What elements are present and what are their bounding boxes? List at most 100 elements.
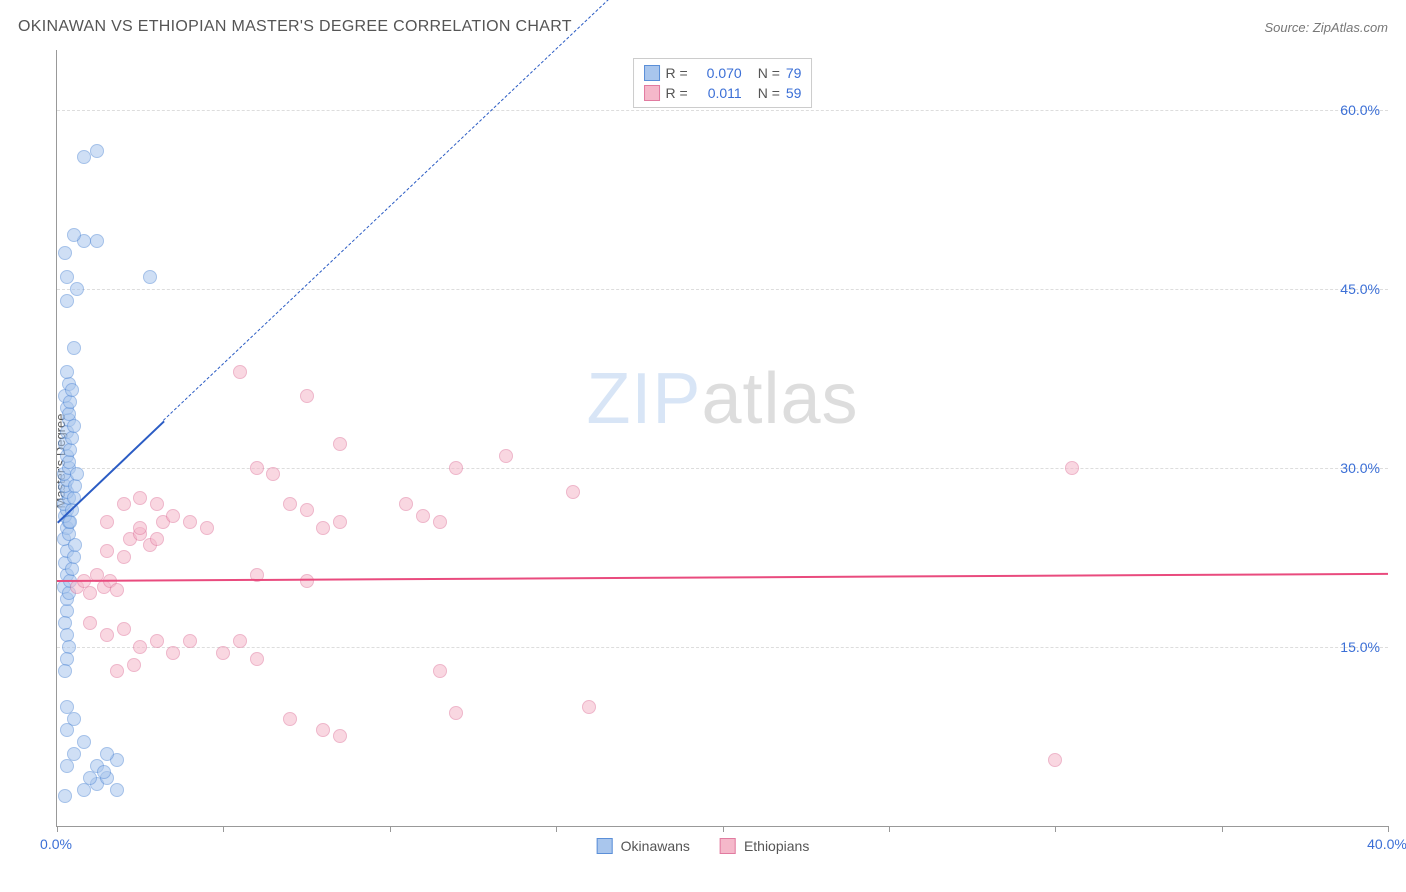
scatter-point — [117, 622, 131, 636]
scatter-point — [117, 550, 131, 564]
x-tick-label: 40.0% — [1367, 836, 1406, 852]
legend-series-name: Ethiopians — [744, 838, 809, 854]
scatter-point — [133, 491, 147, 505]
watermark: ZIPatlas — [586, 358, 858, 440]
scatter-point — [433, 664, 447, 678]
gridline-h — [57, 289, 1388, 290]
x-tick — [390, 826, 391, 832]
x-tick — [1055, 826, 1056, 832]
legend-series-name: Okinawans — [621, 838, 690, 854]
scatter-point — [250, 461, 264, 475]
y-tick-label: 30.0% — [1340, 460, 1380, 476]
scatter-point — [110, 664, 124, 678]
scatter-point — [67, 550, 81, 564]
y-tick-label: 45.0% — [1340, 281, 1380, 297]
scatter-point — [150, 634, 164, 648]
scatter-point — [65, 431, 79, 445]
trend-line — [163, 0, 656, 421]
scatter-point — [83, 616, 97, 630]
scatter-point — [77, 735, 91, 749]
scatter-point — [83, 586, 97, 600]
scatter-point — [68, 479, 82, 493]
scatter-point — [300, 574, 314, 588]
legend-n-label: N = — [758, 85, 780, 101]
legend-item: Okinawans — [597, 838, 690, 854]
scatter-point — [216, 646, 230, 660]
scatter-point — [77, 783, 91, 797]
scatter-point — [77, 150, 91, 164]
scatter-point — [68, 538, 82, 552]
legend-r-value: 0.011 — [694, 85, 742, 101]
scatter-point — [200, 521, 214, 535]
x-tick — [1388, 826, 1389, 832]
scatter-point — [60, 294, 74, 308]
scatter-point — [67, 341, 81, 355]
legend-n-label: N = — [758, 65, 780, 81]
plot-outer: Master's Degree ZIPatlas R =0.070N =79R … — [18, 50, 1388, 872]
x-tick — [889, 826, 890, 832]
scatter-point — [150, 532, 164, 546]
legend-r-value: 0.070 — [694, 65, 742, 81]
legend-r-label: R = — [666, 65, 688, 81]
scatter-point — [60, 365, 74, 379]
scatter-point — [63, 395, 77, 409]
x-tick — [57, 826, 58, 832]
x-tick — [723, 826, 724, 832]
scatter-point — [100, 515, 114, 529]
scatter-point — [100, 628, 114, 642]
scatter-point — [90, 144, 104, 158]
legend-r-label: R = — [666, 85, 688, 101]
scatter-point — [433, 515, 447, 529]
y-tick-label: 15.0% — [1340, 639, 1380, 655]
scatter-point — [316, 723, 330, 737]
scatter-point — [110, 783, 124, 797]
scatter-point — [83, 771, 97, 785]
legend-swatch — [720, 838, 736, 854]
scatter-point — [133, 521, 147, 535]
scatter-point — [67, 228, 81, 242]
scatter-point — [266, 467, 280, 481]
watermark-atlas: atlas — [701, 359, 858, 439]
legend-row: R =0.011N =59 — [644, 83, 802, 103]
scatter-point — [70, 282, 84, 296]
scatter-point — [300, 503, 314, 517]
scatter-point — [90, 234, 104, 248]
x-tick — [556, 826, 557, 832]
gridline-h — [57, 647, 1388, 648]
scatter-point — [60, 759, 74, 773]
legend-n-value: 79 — [786, 65, 802, 81]
scatter-point — [97, 765, 111, 779]
scatter-point — [117, 497, 131, 511]
x-tick-label: 0.0% — [40, 836, 72, 852]
x-tick — [1222, 826, 1223, 832]
scatter-point — [62, 527, 76, 541]
legend-swatch — [597, 838, 613, 854]
gridline-h — [57, 110, 1388, 111]
scatter-point — [233, 634, 247, 648]
scatter-point — [62, 455, 76, 469]
scatter-point — [65, 383, 79, 397]
scatter-point — [333, 515, 347, 529]
scatter-point — [70, 467, 84, 481]
watermark-zip: ZIP — [586, 359, 701, 439]
scatter-point — [582, 700, 596, 714]
scatter-point — [1065, 461, 1079, 475]
scatter-point — [399, 497, 413, 511]
scatter-point — [449, 706, 463, 720]
scatter-point — [1048, 753, 1062, 767]
legend-bottom: Okinawans Ethiopians — [597, 838, 810, 854]
scatter-point — [166, 646, 180, 660]
scatter-point — [150, 497, 164, 511]
scatter-point — [67, 419, 81, 433]
scatter-point — [65, 562, 79, 576]
scatter-point — [110, 583, 124, 597]
scatter-point — [283, 712, 297, 726]
scatter-point — [127, 658, 141, 672]
scatter-point — [58, 246, 72, 260]
legend-row: R = 0.070 N = 79 — [644, 63, 802, 83]
y-tick-label: 60.0% — [1340, 102, 1380, 118]
scatter-point — [166, 509, 180, 523]
scatter-point — [133, 640, 147, 654]
legend-correlation-box: R =0.070N =79R =0.011N =59 — [633, 58, 813, 108]
scatter-point — [300, 389, 314, 403]
